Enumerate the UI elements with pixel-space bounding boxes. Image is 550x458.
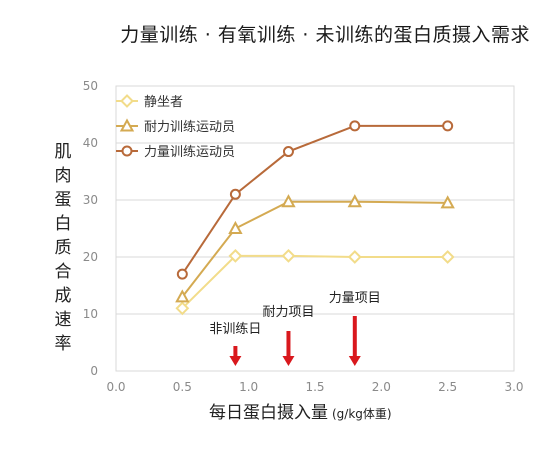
y-tick-label: 50	[83, 79, 98, 93]
x-tick-label: 1.0	[239, 380, 258, 394]
x-tick-label: 3.0	[504, 380, 523, 394]
y-axis-label: 肌肉蛋白质合成速率	[54, 142, 72, 354]
data-point	[347, 194, 362, 208]
data-point	[176, 268, 188, 280]
data-point	[281, 248, 296, 263]
data-point	[281, 194, 296, 208]
data-point	[229, 188, 241, 200]
x-tick-label: 2.0	[372, 380, 391, 394]
series-line	[181, 254, 448, 310]
annotation-arrow-head	[229, 356, 242, 366]
data-point	[442, 120, 454, 132]
data-point	[119, 118, 135, 132]
data-point	[282, 146, 294, 158]
annotation-label: 耐力项目	[262, 305, 314, 320]
data-point	[228, 248, 243, 263]
data-point	[121, 145, 133, 157]
data-point	[175, 289, 190, 303]
y-tick-label: 20	[83, 250, 98, 264]
annotation-arrow-head	[348, 356, 361, 366]
y-tick-label: 40	[83, 136, 98, 150]
data-point	[120, 94, 134, 108]
y-tick-label: 30	[83, 193, 98, 207]
x-tick-label: 1.5	[305, 380, 324, 394]
legend-entry: 耐力训练运动员	[144, 120, 235, 135]
x-axis-label: 每日蛋白摄入量 (g/kg体重)	[209, 398, 392, 423]
x-tick-label: 0.0	[106, 380, 125, 394]
data-point	[349, 120, 361, 132]
data-point	[228, 220, 243, 234]
legend-entry: 力量训练运动员	[144, 145, 235, 160]
y-tick-label: 0	[90, 364, 98, 378]
data-point	[440, 195, 455, 209]
x-axis-label-text: 每日蛋白摄入量	[209, 403, 328, 423]
data-point	[440, 250, 455, 264]
annotation-label: 非训练日	[209, 322, 261, 337]
y-tick-label: 10	[83, 307, 98, 321]
x-axis-unit: (g/kg体重)	[332, 407, 392, 421]
chart-title: 力量训练 · 有氧训练 · 未训练的蛋白质摄入需求	[120, 24, 530, 46]
data-point	[347, 250, 362, 264]
data-point	[175, 301, 190, 316]
annotation-arrow-head	[282, 356, 295, 366]
x-tick-label: 2.5	[438, 380, 457, 394]
legend-entry: 静坐者	[144, 95, 183, 110]
annotation-label: 力量项目	[329, 291, 381, 306]
x-tick-label: 0.5	[173, 380, 192, 394]
